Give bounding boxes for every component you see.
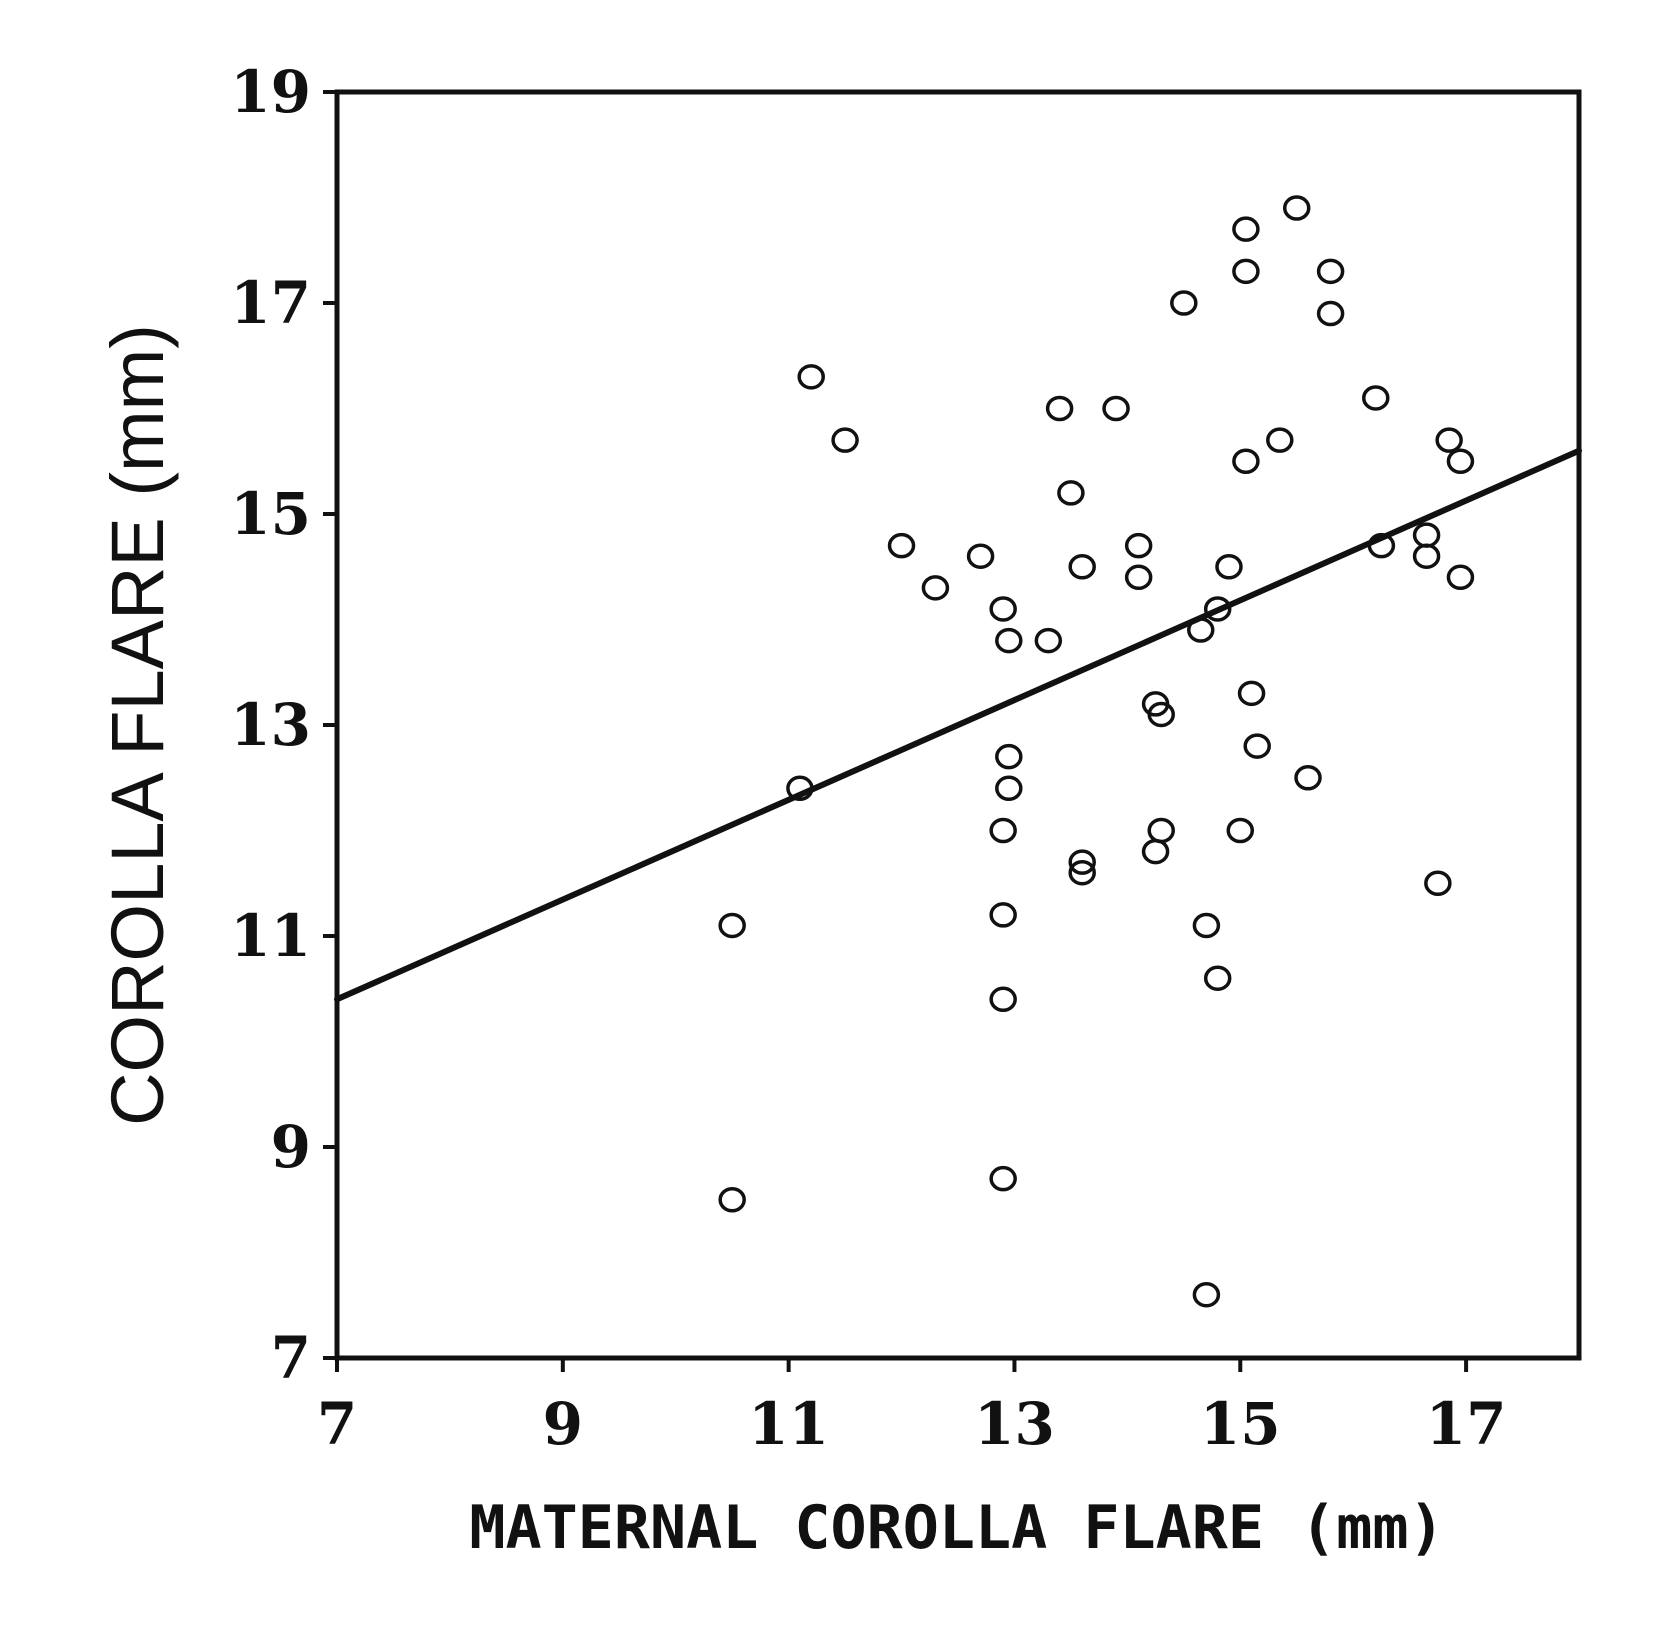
data-point (1147, 701, 1175, 728)
data-point (1192, 912, 1221, 939)
regression-line (334, 447, 1582, 1003)
data-point (797, 364, 825, 390)
data-point (1316, 300, 1345, 327)
data-point (1412, 543, 1441, 569)
x-tick-label: 17 (1426, 1390, 1507, 1458)
data-point (1435, 427, 1463, 453)
data-point (718, 1187, 746, 1213)
x-tick-label: 15 (1200, 1390, 1281, 1458)
y-tick-label: 15 (230, 480, 311, 548)
data-point (989, 817, 1017, 844)
y-axis-label: COROLLA FLARE (mm) (96, 324, 179, 1126)
y-tick-label: 13 (230, 691, 311, 759)
data-point (1124, 532, 1153, 559)
data-point (1282, 195, 1311, 221)
data-point (989, 1165, 1017, 1192)
data-point (1045, 395, 1074, 422)
data-point (1102, 395, 1130, 422)
data-point (1367, 532, 1396, 559)
data-point (1068, 849, 1096, 875)
data-point (786, 775, 814, 802)
data-point (1294, 765, 1322, 791)
y-tick-label: 19 (230, 58, 311, 126)
x-tick-label: 9 (543, 1390, 583, 1458)
data-point (1141, 838, 1170, 865)
data-point (1243, 733, 1271, 759)
data-point (1362, 385, 1390, 411)
data-point (1057, 480, 1085, 506)
y-tick-label: 11 (230, 902, 311, 970)
data-point (1124, 564, 1153, 591)
data-point (1266, 427, 1294, 453)
data-point (718, 912, 746, 939)
data-point (1068, 859, 1096, 886)
x-axis-label: MATERNAL COROLLA FLARE (mm) (469, 1493, 1444, 1563)
data-point (1170, 290, 1198, 316)
data-point (1203, 965, 1232, 991)
data-point (831, 427, 859, 453)
x-tick-label: 11 (748, 1390, 829, 1458)
data-point (887, 532, 916, 559)
trend-line-group (334, 447, 1582, 1003)
data-point (1147, 817, 1175, 844)
data-point (995, 775, 1023, 802)
data-point (1237, 680, 1266, 707)
data-point (995, 743, 1023, 770)
data-point (1412, 522, 1441, 548)
data-point (989, 596, 1017, 622)
x-tick-label: 13 (974, 1390, 1055, 1458)
data-point (1226, 817, 1255, 844)
data-point (1192, 1281, 1221, 1308)
data-point (1446, 448, 1475, 474)
x-axis: 7 9 11 13 15 17 (317, 1358, 1507, 1458)
data-point (966, 543, 995, 569)
data-point (1187, 617, 1215, 643)
data-point (1215, 554, 1243, 580)
data-point (1446, 564, 1475, 591)
data-point (1034, 627, 1063, 654)
data-point (1203, 596, 1232, 622)
y-tick-label: 17 (230, 269, 311, 337)
data-point (989, 902, 1017, 928)
data-point (989, 986, 1017, 1013)
data-points (718, 195, 1475, 1308)
data-point (1232, 258, 1260, 285)
x-tick-label: 7 (317, 1390, 357, 1458)
data-point (1232, 216, 1260, 242)
data-point (921, 575, 950, 601)
y-tick-label: 7 (271, 1324, 311, 1392)
data-point (995, 627, 1023, 654)
y-tick-label: 9 (271, 1113, 311, 1181)
data-point (1232, 448, 1260, 474)
data-point (1424, 870, 1452, 896)
data-point (1316, 258, 1345, 285)
y-axis: 7 9 11 13 15 17 19 (230, 58, 337, 1392)
data-point (1068, 554, 1096, 580)
